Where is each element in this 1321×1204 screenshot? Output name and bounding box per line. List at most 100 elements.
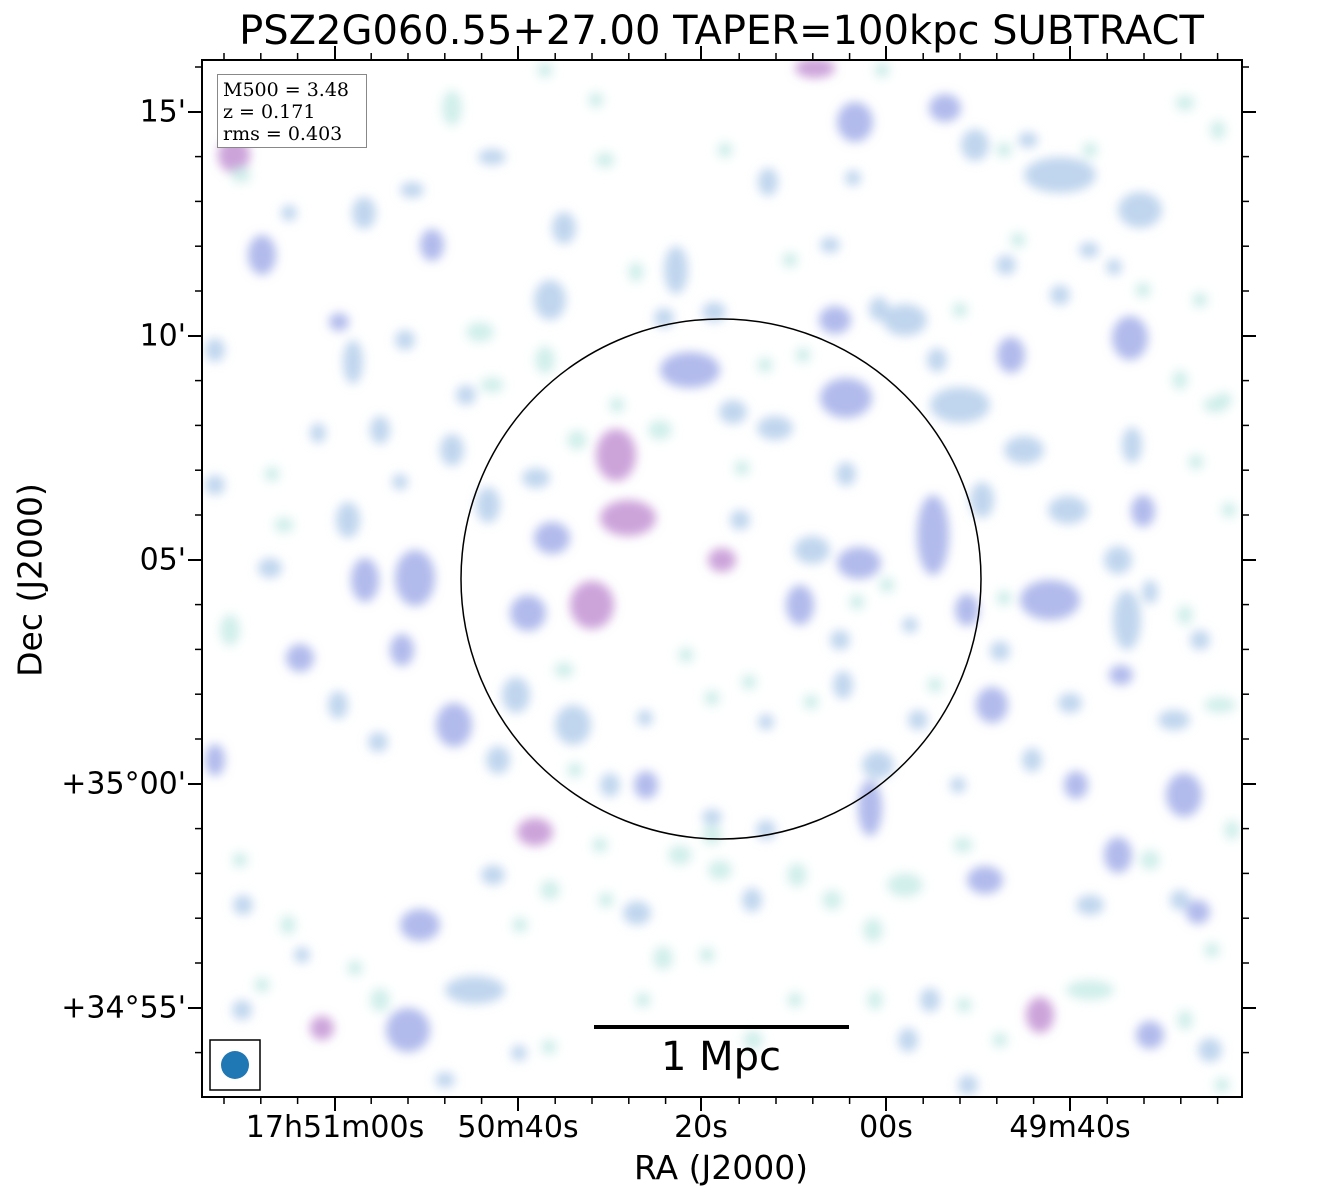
emission-blob xyxy=(758,168,778,196)
emission-blob xyxy=(248,235,276,275)
emission-blob xyxy=(927,677,943,693)
emission-blob xyxy=(486,746,510,774)
emission-blob xyxy=(1058,693,1082,713)
emission-blob xyxy=(478,149,506,165)
r500-circle xyxy=(460,318,982,840)
emission-blob xyxy=(1210,120,1226,140)
emission-blob xyxy=(820,378,872,418)
y-axis-label: Dec (J2000) xyxy=(10,483,50,677)
emission-blob xyxy=(1177,605,1193,625)
scale-bar-label: 1 Mpc xyxy=(660,1034,782,1080)
emission-blob xyxy=(803,694,819,710)
emission-blob xyxy=(862,751,894,779)
emission-blob xyxy=(837,547,881,579)
emission-blob xyxy=(898,1028,918,1052)
emission-blob xyxy=(635,992,651,1008)
emission-blob xyxy=(522,468,550,488)
emission-blob xyxy=(1004,436,1044,464)
emission-blob xyxy=(867,990,883,1010)
emission-blob xyxy=(908,710,928,730)
emission-blob xyxy=(286,644,314,672)
emission-blob xyxy=(600,500,656,536)
emission-blob xyxy=(1112,316,1148,360)
emission-blob xyxy=(386,1008,430,1052)
emission-blob xyxy=(702,809,722,825)
emission-blob xyxy=(950,777,966,793)
emission-blob xyxy=(370,416,390,444)
emission-blob xyxy=(347,960,363,976)
emission-blob xyxy=(757,416,793,440)
emission-blob xyxy=(328,691,348,719)
emission-blob xyxy=(588,92,604,108)
axis-ticks xyxy=(188,46,1256,1111)
emission-blob xyxy=(1142,580,1158,604)
emission-blob xyxy=(1158,710,1190,730)
beam-ellipse xyxy=(221,1051,249,1079)
emission-blob xyxy=(274,517,294,533)
m500-text: M500 = 3.48 xyxy=(223,79,350,101)
emission-blob xyxy=(836,462,856,486)
y-tick-label: +35°00' xyxy=(61,766,186,802)
emission-blob xyxy=(280,915,296,935)
emission-blob xyxy=(660,352,720,388)
emission-blob xyxy=(1170,890,1190,910)
emission-blob xyxy=(699,947,715,963)
emission-blob xyxy=(537,62,553,78)
emission-blob xyxy=(858,780,882,836)
emission-blob xyxy=(953,837,973,853)
emission-blob xyxy=(1066,980,1114,1000)
emission-blob xyxy=(734,460,750,476)
emission-blob xyxy=(1135,282,1151,298)
emission-blob xyxy=(1190,630,1210,650)
emission-blob xyxy=(481,865,505,885)
x-tick-label: 17h51m00s xyxy=(245,1110,425,1145)
emission-blob xyxy=(1140,850,1160,870)
y-tick-label: +34°55' xyxy=(61,990,186,1026)
y-tick-label: 15' xyxy=(139,94,186,130)
emission-blob xyxy=(830,630,850,650)
emission-blob xyxy=(920,988,940,1012)
emission-blob xyxy=(395,330,415,350)
emission-blob xyxy=(1048,496,1088,524)
emission-blob xyxy=(869,297,889,321)
plot-frame xyxy=(201,59,1243,1098)
emission-blob xyxy=(231,167,251,183)
emission-blob xyxy=(743,1030,763,1050)
emission-blob xyxy=(637,710,653,726)
emission-blob xyxy=(596,429,636,481)
emission-blob xyxy=(1018,132,1038,148)
emission-blob xyxy=(874,62,890,78)
emission-blob xyxy=(976,687,1008,723)
emission-blob xyxy=(1020,580,1080,620)
x-tick-label: 49m40s xyxy=(1009,1110,1131,1145)
emission-blob xyxy=(958,1075,978,1095)
x-tick-label: 00s xyxy=(859,1110,913,1145)
emission-blob xyxy=(233,895,253,915)
emission-blob xyxy=(567,762,583,778)
emission-blob xyxy=(902,617,918,633)
emission-blob xyxy=(600,773,620,797)
emission-blob xyxy=(795,347,811,363)
emission-blob xyxy=(930,387,990,423)
emission-blob xyxy=(996,255,1016,275)
emission-blob xyxy=(879,577,895,593)
emission-blob xyxy=(1064,771,1088,799)
emission-blob xyxy=(420,229,444,261)
emission-blob xyxy=(782,252,798,268)
emission-blob xyxy=(1224,820,1240,840)
emission-blob xyxy=(205,744,225,776)
emission-blob xyxy=(264,466,280,482)
emission-blob xyxy=(517,818,553,846)
emission-blob xyxy=(794,536,830,564)
emission-blob xyxy=(996,590,1012,606)
x-tick-label: 50m40s xyxy=(457,1110,579,1145)
emission-blob xyxy=(1204,942,1220,958)
emission-blob xyxy=(1024,157,1096,193)
emission-blob xyxy=(534,522,570,554)
emission-blob xyxy=(512,917,528,933)
emission-blob xyxy=(440,434,464,466)
emission-blob xyxy=(232,852,248,868)
emission-blob xyxy=(254,977,270,993)
emission-blob xyxy=(205,338,225,362)
